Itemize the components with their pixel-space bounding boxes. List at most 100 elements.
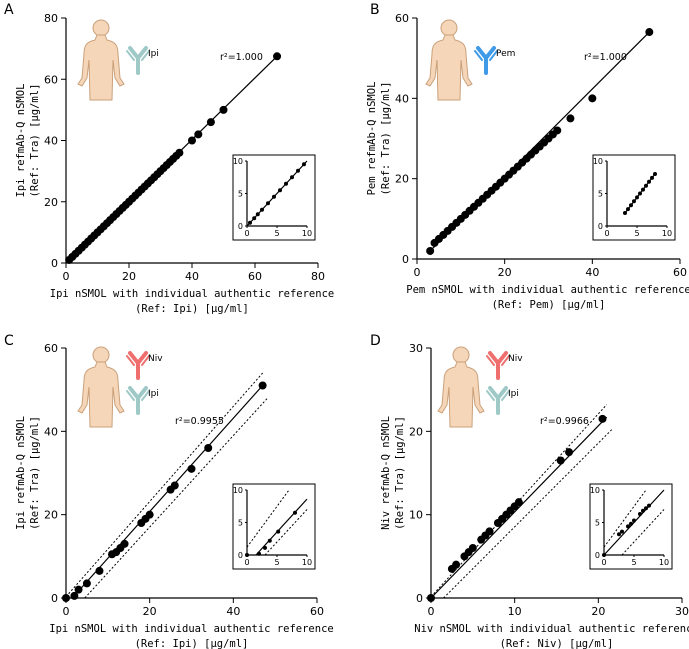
antibody-icon (489, 50, 498, 61)
inset-data-point (626, 524, 630, 529)
inset-data-point (260, 207, 264, 212)
x-tick-label: 0 (63, 605, 70, 618)
x-tick-label: 0 (428, 605, 435, 618)
y-tick-label: 0 (51, 257, 58, 270)
data-point (204, 444, 213, 452)
inset-data-point (248, 220, 252, 225)
inset-data-point (257, 551, 261, 556)
antibody-icon (501, 390, 510, 401)
inset-data-point (255, 212, 260, 217)
inset-data-point (617, 532, 621, 537)
data-point (194, 130, 203, 139)
panel-D: D 0 10 20 30 0 10 20 30 Niv nSMOL with individual… (370, 333, 689, 649)
data-point (258, 381, 267, 390)
inset-x-tick-label: 5 (631, 558, 636, 567)
x-axis-label: Pem nSMOL with individual authentic refe… (406, 284, 689, 296)
x-tick-label: 20 (143, 605, 157, 618)
r-squared-label: r²=1.000 (584, 52, 627, 63)
antibody-icon (141, 355, 150, 366)
confidence-band-upper (65, 372, 263, 598)
y-axis-label-unit: (Ref: Tra) [µg/ml] (29, 416, 41, 530)
inset-x-tick-label: 10 (302, 558, 312, 567)
y-tick-label: 40 (395, 92, 409, 105)
inset-y-tick-label: 5 (598, 190, 603, 199)
antibody-icon (128, 351, 140, 365)
antibody-icon (141, 390, 150, 401)
inset-data-point (602, 553, 606, 557)
x-tick-label: 60 (673, 266, 687, 279)
data-point (120, 539, 129, 548)
data-point (598, 414, 607, 423)
inset-data-point (629, 521, 633, 526)
inset-data-point (653, 172, 657, 176)
data-point (273, 52, 282, 61)
x-axis-label: Ipi nSMOL with individual authentic refe… (50, 288, 334, 300)
data-point (485, 527, 494, 536)
antibody-icon (136, 351, 148, 365)
inset-data-point (623, 211, 627, 215)
inset-data-point (302, 162, 306, 167)
y-tick-label: 40 (44, 135, 58, 148)
data-point (95, 566, 104, 575)
inset-data-point (245, 553, 249, 557)
x-tick-label: 20 (498, 266, 512, 279)
panel-label: C (4, 333, 14, 349)
y-tick-label: 20 (44, 196, 58, 209)
regression-line (430, 416, 608, 599)
inset-data-point (632, 518, 636, 523)
x-tick-label: 0 (414, 266, 421, 279)
y-tick-label: 0 (416, 592, 423, 605)
inset-frame (592, 154, 676, 241)
y-axis-label-unit: (Ref: Tra) [µg/ml] (394, 416, 406, 530)
x-tick-label: 10 (508, 605, 522, 618)
antibody-icon (488, 351, 500, 365)
human-head (440, 19, 458, 37)
x-axis-label: Niv nSMOL with individual authentic refe… (414, 623, 689, 635)
panel-A: A 0 20 40 60 80 0 20 40 60 80 Ipi nSMOL with indivi… (4, 2, 334, 315)
data-point (219, 105, 228, 114)
inset-data-point (272, 194, 276, 199)
inset-x-tick-label: 10 (659, 558, 669, 567)
antibody-icon (126, 355, 135, 366)
y-tick-label: 30 (409, 342, 423, 355)
y-tick-label: 0 (51, 592, 58, 605)
antibody-icon (476, 46, 488, 60)
data-point (566, 114, 575, 123)
panel-label: D (370, 333, 381, 349)
antibody-icon (496, 386, 508, 400)
r-squared-label: r²=0.9966 (540, 416, 589, 427)
data-point (170, 481, 179, 490)
inset-y-tick-label: 10 (233, 486, 243, 495)
inset-frame (232, 483, 316, 570)
data-point (206, 118, 215, 127)
inset-x-tick-label: 5 (634, 229, 639, 238)
y-tick-label: 10 (409, 509, 423, 522)
antibody-icon (128, 46, 140, 60)
inset-data-point (620, 529, 624, 534)
y-tick-label: 40 (44, 425, 58, 438)
data-point (645, 28, 654, 37)
x-tick-label: 40 (585, 266, 599, 279)
antibody-icon (136, 386, 148, 400)
r-squared-label: r²=1.000 (220, 52, 263, 63)
data-point (588, 94, 597, 103)
antibody-icon (486, 355, 495, 366)
inset-data-point (266, 201, 270, 206)
antibody-icon (484, 46, 496, 60)
inset-data-point (644, 506, 648, 511)
antibody-label: Ipi (508, 389, 519, 399)
inset-data-point (263, 545, 267, 550)
inset-data-point (278, 188, 282, 193)
y-axis-label: Pem refmAb-Q nSMOL (366, 82, 378, 196)
inset-y-tick-label: 0 (238, 551, 243, 560)
data-point (468, 544, 477, 552)
y-axis-label: Niv refmAb-Q nSMOL (380, 416, 392, 530)
y-tick-label: 20 (44, 509, 58, 522)
inset-data-point (293, 510, 297, 515)
inset-y-tick-label: 0 (238, 222, 243, 231)
inset-data-point (641, 187, 645, 192)
inset-x-tick-label: 10 (662, 229, 672, 238)
inset-data-point (647, 503, 651, 508)
inset-x-tick-label: 0 (244, 558, 249, 567)
y-axis-label: Ipi refmAb-Q nSMOL (15, 84, 27, 198)
